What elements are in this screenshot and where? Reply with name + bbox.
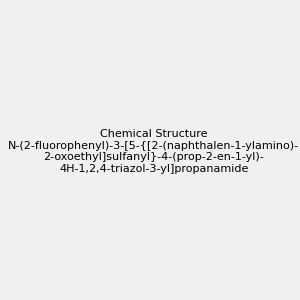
Text: Chemical Structure
N-(2-fluorophenyl)-3-[5-{[2-(naphthalen-1-ylamino)-
2-oxoethy: Chemical Structure N-(2-fluorophenyl)-3-… [8,129,299,174]
